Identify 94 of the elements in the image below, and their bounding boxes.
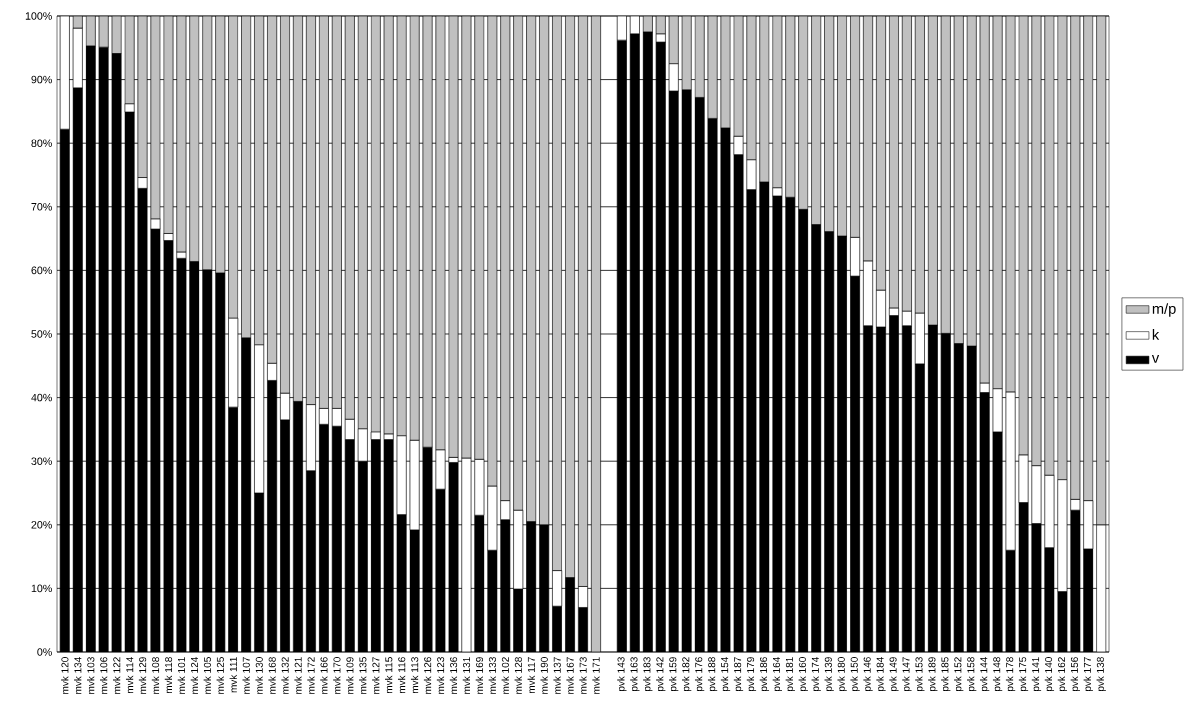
x-tick-label: mvk 173 [579,657,587,694]
y-tick-label: 60% [31,266,52,275]
x-tick-label: mvk 125 [216,657,224,694]
x-tick-label: pvk 187 [733,657,744,692]
x-tick-label: mvk 130 [255,657,263,694]
x-tick-label: pvk 146 [863,657,873,692]
x-tick-label: mvk 102 [501,657,509,694]
legend-label: k [1152,329,1160,340]
x-tick-label: mvk 126 [423,657,432,694]
x-tick-label: mvk 170 [333,657,341,694]
y-tick-label: 40% [31,393,52,402]
x-tick-label: mvk 129 [138,657,147,694]
x-tick-label: pvk 154 [720,657,731,692]
x-tick-label: pvk 188 [707,657,718,692]
x-tick-label: mvk 116 [397,657,406,694]
x-tick-label: pvk 149 [889,657,899,692]
legend-label: m/p [1152,303,1176,317]
x-tick-label: pvk 181 [785,657,795,692]
y-tick-label: 50% [31,330,52,338]
x-tick-label: pvk 141 [1031,657,1042,692]
x-tick-label: pvk 189 [928,657,938,692]
x-tick-label: mvk 128 [514,657,522,694]
x-tick-label: pvk 179 [746,657,757,692]
x-tick-label: mvk 134 [74,657,82,694]
x-tick-label: mvk 113 [410,657,419,694]
x-tick-label: pvk 184 [876,657,886,692]
x-tick-label: pvk 178 [1005,657,1016,692]
x-tick-label: mvk 108 [151,657,160,694]
x-tick-label: mvk 114 [125,656,134,694]
x-tick-label: mvk 118 [164,657,173,694]
x-tick-label: pvk 152 [954,657,964,692]
x-tick-label: pvk 142 [656,657,666,692]
x-tick-label: pvk 177 [1083,657,1093,692]
x-tick-label: pvk 153 [915,657,925,692]
x-tick-label: mvk 172 [307,657,315,694]
x-tick-label: mvk 122 [113,657,121,694]
x-tick-label: mvk 168 [268,657,276,694]
x-tick-label: mvk 133 [488,657,496,694]
x-tick-label: mvk 121 [294,657,302,694]
x-tick-label: pvk 150 [850,657,860,692]
x-tick-label: pvk 144 [979,657,990,692]
x-tick-label: pvk 163 [630,657,640,692]
legend-label: v [1151,355,1160,363]
x-tick-label: mvk 167 [566,657,574,694]
x-tick-label: pvk 185 [941,657,951,692]
y-tick-label: 0% [37,648,52,656]
x-tick-label: mvk 106 [99,657,108,694]
x-tick-label: mvk 123 [436,657,445,694]
x-tick-label: pvk 176 [694,657,705,692]
x-tick-label: mvk 135 [359,657,367,694]
x-tick-label: pvk 186 [759,657,770,692]
x-tick-label: mvk 131 [462,657,471,694]
x-tick-label: mvk 117 [527,657,535,694]
y-tick-label: 90% [31,75,52,84]
x-tick-label: pvk 159 [669,657,679,692]
x-tick-label: mvk 169 [475,657,484,694]
x-tick-label: mvk 105 [203,657,211,694]
y-tick-label: 10% [31,584,52,593]
x-tick-label: mvk 101 [177,657,186,694]
x-tick-label: mvk 103 [87,657,95,694]
x-tick-label: mvk 171 [592,657,600,694]
x-tick-label: pvk 180 [837,657,847,692]
x-tick-label: pvk 156 [1070,657,1080,692]
y-tick-label: 80% [31,139,52,147]
x-tick-label: pvk 140 [1044,657,1055,692]
y-tick-label: 20% [31,521,52,529]
x-tick-label: mvk 120 [61,657,69,694]
y-tick-label: 100% [25,12,52,20]
x-tick-label: mvk 115 [385,657,393,694]
x-tick-label: pvk 164 [772,657,782,692]
x-tick-label: pvk 162 [1057,657,1068,692]
x-tick-label: mvk 127 [372,657,380,694]
x-tick-label: mvk 166 [320,657,328,694]
x-tick-label: mvk 107 [242,657,250,694]
x-tick-label: pvk 174 [811,657,821,692]
x-tick-label: mvk 190 [540,657,548,694]
x-tick-label: mvk 111 [229,657,237,693]
x-tick-label: pvk 143 [617,657,627,692]
x-tick-label: pvk 160 [798,657,808,692]
y-tick-label: 70% [31,203,52,211]
x-tick-label: pvk 147 [902,657,912,692]
x-tick-label: mvk 137 [553,657,561,694]
x-tick-label: pvk 183 [643,657,653,692]
x-tick-label: mvk 109 [346,657,354,694]
x-tick-label: pvk 139 [824,657,834,692]
x-tick-label: pvk 138 [1096,657,1106,692]
x-tick-label: pvk 148 [992,657,1003,692]
x-tick-label: pvk 175 [1018,657,1029,692]
x-tick-label: mvk 136 [449,657,458,694]
y-tick-label: 30% [31,457,52,465]
x-tick-label: mvk 124 [190,657,198,694]
x-tick-label: mvk 132 [281,657,289,694]
x-tick-label: pvk 182 [682,657,692,692]
x-tick-label: pvk 158 [967,657,977,692]
